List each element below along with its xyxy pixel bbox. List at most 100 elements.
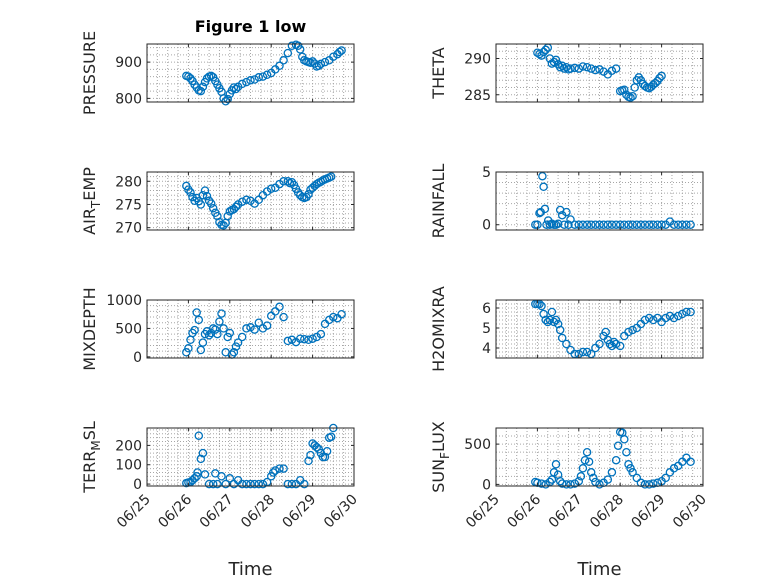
data-point [538, 171, 547, 181]
data-point [312, 332, 321, 342]
x-tick-label: 06/30 [321, 492, 361, 532]
data-point [578, 62, 588, 71]
data-point [266, 184, 276, 193]
data-point [208, 479, 218, 489]
y-tick-label: 900 [115, 55, 142, 71]
series-points [531, 427, 695, 489]
x-tick-label: 06/26 [504, 491, 544, 531]
data-point [624, 220, 633, 229]
data-point [246, 479, 255, 489]
data-point [611, 455, 621, 465]
data-point [246, 76, 255, 85]
data-point [190, 325, 199, 335]
data-point [206, 199, 216, 208]
x-tick-label: 06/25 [463, 492, 503, 532]
data-point [595, 339, 604, 349]
data-point [329, 312, 338, 322]
data-point [582, 62, 592, 72]
axes-box [495, 427, 704, 487]
data-point [632, 473, 642, 483]
data-point [320, 452, 330, 462]
axes-box [146, 43, 355, 103]
data-point [557, 333, 567, 343]
data-point [258, 479, 268, 489]
data-point [555, 62, 565, 72]
data-point [306, 450, 315, 460]
data-point [620, 220, 629, 229]
data-point [551, 460, 561, 469]
data-point [184, 344, 193, 353]
data-point [599, 67, 608, 76]
axes-box [495, 43, 704, 103]
data-point [682, 307, 691, 317]
data-point [262, 321, 272, 330]
data-point [322, 446, 332, 456]
data-point [242, 195, 251, 205]
data-point [649, 479, 658, 488]
data-point [204, 479, 214, 489]
subplot-pressure: 800 900 PRESSURE Figure 1 low [80, 17, 355, 115]
data-point [196, 454, 206, 464]
y-tick-label: 5 [482, 321, 491, 337]
data-point [644, 220, 654, 229]
data-point [221, 479, 230, 489]
data-point [225, 328, 235, 338]
data-point [269, 468, 278, 477]
data-point [208, 203, 218, 213]
data-point [198, 448, 208, 458]
data-point [225, 474, 235, 483]
data-point [283, 48, 293, 58]
data-point [584, 457, 594, 467]
data-point [541, 480, 550, 489]
data-point [607, 66, 617, 76]
data-point [213, 479, 222, 489]
x-tick-label: 06/29 [629, 492, 669, 532]
data-point [564, 220, 573, 229]
plot-area [147, 172, 354, 230]
data-point [198, 338, 208, 347]
data-point [586, 220, 596, 229]
data-point [557, 479, 567, 488]
data-point [283, 336, 293, 346]
data-point [254, 73, 264, 82]
data-point [335, 47, 344, 57]
data-point [237, 197, 247, 206]
data-point [279, 312, 288, 322]
data-point [562, 480, 571, 489]
data-point [624, 327, 633, 337]
data-point [649, 220, 658, 229]
data-point [535, 49, 544, 59]
data-point [595, 220, 604, 229]
y-tick-label: 0 [133, 350, 142, 366]
data-point [312, 179, 321, 189]
data-point [198, 190, 208, 200]
data-point [653, 220, 662, 229]
chart-title: Figure 1 low [195, 17, 307, 36]
plot-area [147, 44, 354, 102]
data-point [628, 325, 637, 335]
x-tick-label: 06/25 [114, 492, 154, 532]
data-point [540, 204, 550, 214]
plot-area [496, 300, 703, 358]
data-point [200, 186, 210, 195]
data-point [574, 64, 584, 73]
data-point [560, 64, 569, 73]
data-point [196, 200, 206, 209]
data-point [622, 447, 631, 457]
y-tick-label: 5 [482, 165, 491, 181]
data-point [686, 220, 695, 229]
data-point [196, 345, 206, 355]
y-tick-label: 0 [482, 477, 491, 493]
data-point [237, 479, 247, 489]
subplot-sunflux: 0 500 SUNFLUX 06/25 06/26 06/27 06/28 06/29 06/3… [429, 421, 710, 580]
data-point [582, 220, 592, 229]
data-point [295, 334, 305, 343]
data-point [632, 220, 642, 229]
series-points [533, 43, 666, 102]
data-point [678, 309, 687, 319]
y-tick-label: 800 [115, 91, 142, 107]
data-point [258, 72, 268, 81]
y-tick-label: 4 [482, 341, 491, 357]
data-point [603, 220, 613, 229]
data-point [223, 332, 232, 342]
